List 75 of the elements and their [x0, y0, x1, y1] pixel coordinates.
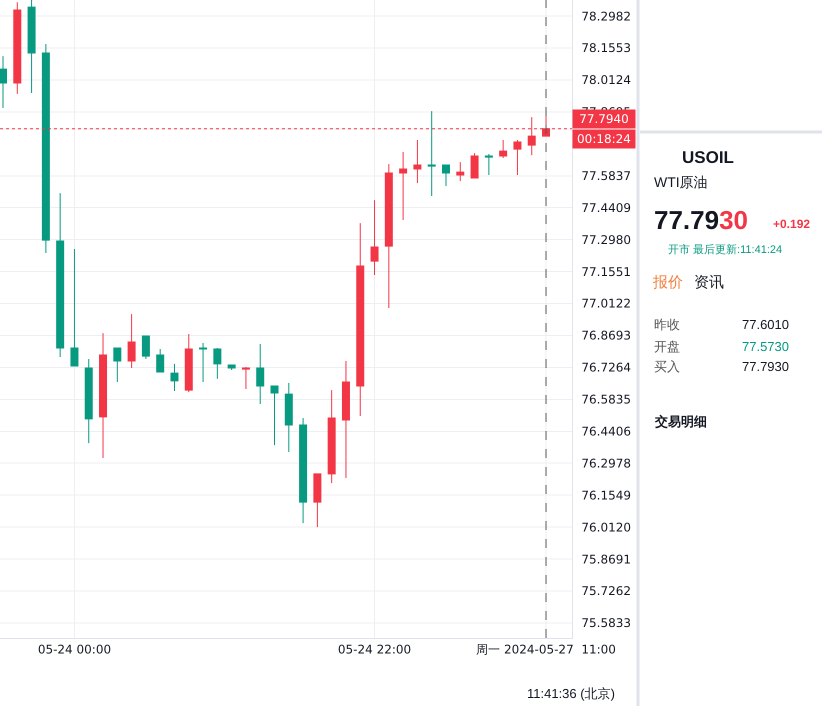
candlestick — [313, 473, 322, 528]
y-tick-label: 76.1549 — [581, 488, 632, 502]
candlestick — [70, 248, 78, 366]
candlestick — [156, 348, 164, 372]
text: 昨收 — [654, 317, 680, 332]
y-tick-label: 75.7262 — [581, 584, 632, 598]
candlestick — [84, 358, 93, 444]
candlestick — [413, 139, 422, 184]
candlestick — [370, 200, 379, 276]
y-tick-label: 75.8691 — [581, 552, 632, 566]
text: 00:18:24 — [577, 132, 631, 146]
text: 11:41:36 (北京) — [527, 686, 615, 701]
y-tick-label: 77.2980 — [581, 232, 632, 247]
candlestick — [13, 2, 22, 94]
candlestick — [184, 333, 193, 393]
candlestick — [484, 154, 493, 176]
ref-line-label: 77.7940 — [579, 112, 629, 126]
x-tick-label: 05-24 22:00 — [338, 642, 412, 656]
text: 资讯 — [694, 274, 724, 291]
candlestick — [342, 360, 350, 478]
candlestick — [42, 44, 50, 254]
candlestick — [142, 335, 150, 360]
text: 买入 — [654, 359, 680, 374]
y-tick-label: 78.2982 — [581, 9, 632, 24]
candlestick — [399, 152, 408, 220]
text: +0.192 — [773, 217, 810, 231]
candlestick — [228, 364, 236, 370]
candlestick — [356, 222, 364, 417]
candlestick — [213, 348, 222, 380]
text: 77.5730 — [742, 339, 789, 354]
candlestick — [199, 342, 208, 383]
candlestick — [128, 314, 136, 368]
text: 77.6010 — [742, 317, 789, 332]
candlestick — [284, 382, 293, 453]
text: 77.7930 — [654, 205, 748, 235]
candlestick — [299, 418, 308, 524]
candlestick — [456, 162, 464, 182]
x-tick-label: 周一 2024-05-27 11:00 — [476, 642, 616, 656]
y-tick-label: 77.0122 — [581, 296, 632, 311]
y-tick-label: 76.7264 — [581, 360, 632, 375]
candlestick — [56, 192, 64, 358]
y-tick-label: 75.5833 — [581, 616, 632, 630]
y-tick-label: 78.1553 — [581, 41, 632, 56]
candlestick — [242, 366, 250, 390]
x-tick-label: 05-24 00:00 — [38, 642, 112, 656]
text: 报价 — [652, 274, 683, 291]
candlestick — [513, 139, 522, 176]
text: WTI原油 — [654, 174, 708, 190]
candlestick — [99, 332, 108, 459]
text: USOIL — [682, 148, 734, 167]
text: 开市 最后更新:11:41:24 — [668, 243, 782, 256]
y-tick-label: 76.2978 — [581, 456, 632, 470]
candlestick — [328, 390, 336, 484]
y-tick-label: 77.5837 — [581, 168, 632, 183]
text: 开盘 — [654, 339, 680, 354]
candlestick — [499, 139, 508, 159]
y-tick-label: 76.0120 — [581, 520, 632, 534]
candlestick — [0, 56, 7, 108]
y-tick-label: 76.8693 — [581, 328, 632, 343]
candlestick — [256, 344, 264, 404]
candlestick — [470, 152, 479, 178]
candlestick — [442, 164, 450, 186]
candlestick — [384, 164, 393, 309]
candlestick — [270, 386, 279, 446]
candlestick — [28, 0, 36, 94]
candlestick — [428, 110, 436, 197]
y-tick-label: 77.4409 — [581, 200, 632, 215]
candlestick — [113, 348, 122, 383]
text: 交易明细 — [654, 414, 707, 429]
y-tick-label: 77.1551 — [581, 264, 632, 279]
y-tick-label: 76.5835 — [581, 392, 632, 407]
candlestick — [170, 363, 178, 392]
text: 77.7930 — [742, 359, 789, 374]
y-tick-label: 76.4406 — [581, 424, 632, 439]
y-tick-label: 78.0124 — [581, 73, 632, 88]
